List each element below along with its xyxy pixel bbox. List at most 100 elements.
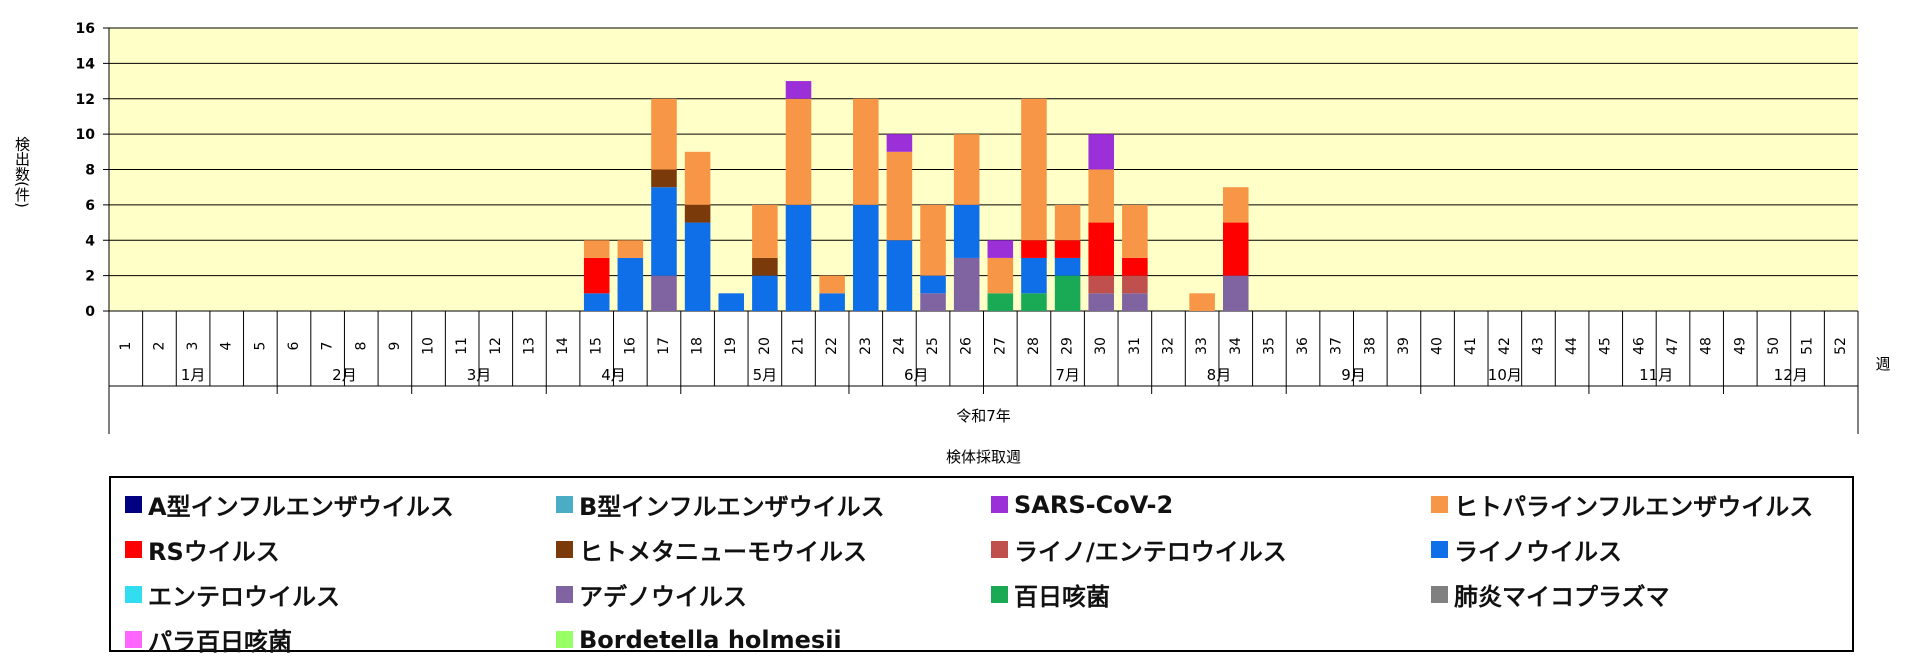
bar-segment: [1054, 257, 1081, 276]
legend-swatch: [556, 586, 573, 603]
bar-segment: [953, 134, 980, 205]
legend-label: ヒトメタニューモウイルス: [579, 538, 867, 566]
bar-segment: [1122, 293, 1148, 311]
bar-segment: [684, 204, 711, 223]
bar-segment: [920, 204, 946, 276]
week-label: 46: [1631, 337, 1647, 355]
bar-segment: [1021, 98, 1047, 241]
week-label: 14: [555, 337, 571, 355]
y-tick-label: 14: [76, 56, 96, 72]
bar-segment: [852, 98, 879, 205]
week-label: 34: [1228, 337, 1244, 355]
bar-segment: [819, 275, 845, 294]
week-label: 38: [1362, 337, 1378, 355]
week-label: 26: [959, 337, 975, 355]
week-label: 21: [791, 337, 807, 355]
legend-label: A型インフルエンザウイルス: [148, 493, 454, 521]
bar-segment: [920, 275, 946, 294]
bar-segment: [1054, 275, 1081, 311]
legend-item: SARS-CoV-2: [991, 482, 1431, 527]
week-label: 48: [1699, 337, 1715, 355]
week-label: 37: [1329, 337, 1345, 355]
bar-segment: [953, 257, 980, 311]
month-label: 5月: [753, 366, 778, 384]
legend-swatch: [1431, 541, 1448, 558]
bar-segment: [651, 169, 677, 188]
week-label: 13: [521, 337, 537, 355]
week-label: 52: [1833, 337, 1849, 355]
week-label: 42: [1497, 337, 1513, 355]
y-tick-label: 12: [76, 92, 95, 108]
legend-label: アデノウイルス: [579, 583, 747, 611]
legend-swatch: [556, 541, 573, 558]
legend-label: SARS-CoV-2: [1014, 490, 1174, 519]
bar-segment: [1122, 257, 1148, 276]
legend-label: ライノウイルス: [1454, 538, 1622, 566]
week-label: 27: [992, 337, 1008, 355]
month-label: 8月: [1207, 366, 1232, 384]
legend-label: ヒトパラインフルエンザウイルス: [1454, 493, 1814, 521]
legend-item: ライノウイルス: [1431, 527, 1852, 572]
week-label: 30: [1093, 337, 1109, 355]
bar-segment: [920, 293, 946, 311]
week-label: 45: [1598, 337, 1614, 355]
week-label: 8: [353, 342, 369, 351]
week-label: 2: [151, 342, 167, 351]
week-label: 7: [320, 342, 336, 351]
bar-segment: [1054, 204, 1081, 241]
year-label: 令和7年: [956, 407, 1011, 425]
legend-item: アデノウイルス: [556, 572, 991, 617]
bar-segment: [886, 240, 913, 311]
week-label: 1: [118, 342, 134, 351]
legend-swatch: [991, 586, 1008, 603]
week-label: 6: [286, 341, 302, 350]
chart-legend: A型インフルエンザウイルス B型インフルエンザウイルス SARS-CoV-2 ヒトパラ…: [109, 476, 1854, 656]
y-tick-label: 4: [85, 233, 95, 249]
bar-segment: [1122, 204, 1148, 258]
legend-swatch: [125, 586, 142, 603]
bar-segment: [1088, 169, 1115, 223]
week-label: 50: [1766, 337, 1782, 355]
bar-segment: [852, 204, 879, 311]
week-label: 41: [1463, 337, 1479, 355]
bar-segment: [1122, 275, 1148, 294]
week-label: 43: [1530, 337, 1546, 355]
week-label: 36: [1295, 337, 1311, 355]
legend-swatch: [556, 631, 573, 648]
bar-segment: [987, 240, 1014, 258]
legend-item: B型インフルエンザウイルス: [556, 482, 991, 527]
bar-segment: [684, 151, 711, 205]
y-tick-label: 6: [85, 198, 95, 214]
legend-item: 百日咳菌: [991, 572, 1431, 617]
bar-segment: [886, 151, 913, 241]
month-label: 3月: [467, 366, 492, 384]
legend-item: パラ百日咳菌: [125, 617, 556, 662]
bar-segment: [651, 98, 677, 170]
bar-segment: [785, 81, 812, 99]
week-label: 19: [723, 337, 739, 355]
bar-segment: [752, 204, 778, 258]
legend-item: ヒトメタニューモウイルス: [556, 527, 991, 572]
bar-segment: [1189, 293, 1215, 311]
week-label: 24: [891, 337, 907, 355]
month-label: 11月: [1639, 366, 1673, 384]
bar-segment: [1088, 293, 1115, 311]
week-label: 5: [252, 342, 268, 351]
week-label: 32: [1160, 337, 1176, 355]
bar-segment: [752, 275, 778, 311]
week-label: 49: [1732, 337, 1748, 355]
month-label: 1月: [181, 366, 206, 384]
y-axis-title: 検出数(件): [13, 136, 31, 208]
week-label: 11: [454, 337, 470, 355]
month-label: 12月: [1774, 366, 1808, 384]
legend-item: エンテロウイルス: [125, 572, 556, 617]
bar-segment: [583, 257, 610, 294]
month-label: 4月: [601, 366, 626, 384]
week-label: 44: [1564, 337, 1580, 355]
legend-swatch: [1431, 496, 1448, 513]
legend-swatch: [991, 541, 1008, 558]
bar-segment: [752, 257, 778, 276]
legend-swatch: [125, 496, 142, 513]
bar-segment: [1088, 222, 1115, 276]
